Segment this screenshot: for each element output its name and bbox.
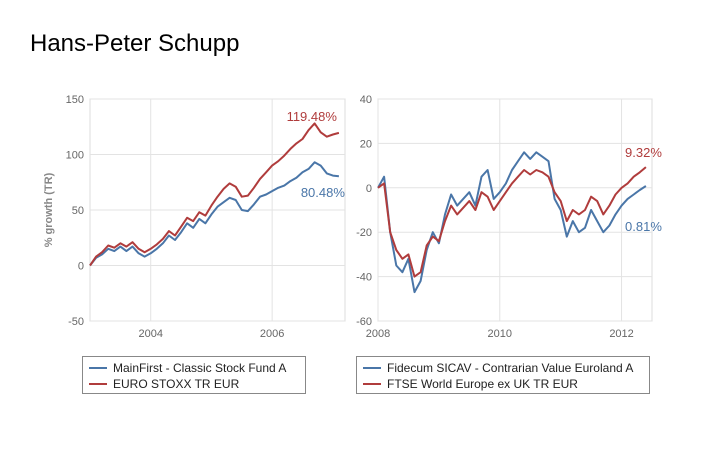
x-tick-label: 2008: [366, 328, 390, 340]
x-tick-label: 2012: [609, 328, 633, 340]
legend-label: Fidecum SICAV - Contrarian Value Eurolan…: [387, 361, 634, 375]
page-title: Hans-Peter Schupp: [30, 30, 240, 57]
legend-item-ftse[interactable]: FTSE World Europe ex UK TR EUR: [363, 376, 643, 392]
y-tick-label: 0: [366, 183, 372, 195]
y-tick-label: -20: [356, 227, 372, 239]
y-tick-label: 40: [360, 94, 372, 106]
x-tick-label: 2004: [138, 328, 162, 340]
legend-item-eurostoxx[interactable]: EURO STOXX TR EUR: [89, 376, 299, 392]
y-tick-label: 150: [66, 94, 84, 106]
series-line-red[interactable]: [377, 166, 647, 278]
y-tick-label: 20: [360, 138, 372, 150]
chart-fidecum-vs-ftse: -60 -40 -20 0 20 40 2008 2010 2012 0.81% 9.32%: [356, 94, 662, 340]
end-value-label: 119.48%: [287, 109, 338, 124]
series-line-red[interactable]: [89, 122, 340, 267]
legend-label: EURO STOXX TR EUR: [113, 377, 240, 391]
end-value-label: 80.48%: [301, 185, 346, 200]
y-tick-label: -40: [356, 272, 372, 284]
legend-swatch-blue: [363, 367, 381, 369]
legend-swatch-red: [89, 383, 107, 385]
end-value-label: 9.32%: [625, 145, 662, 160]
series-line-blue[interactable]: [89, 161, 339, 267]
legend-swatch-red: [363, 383, 381, 385]
legend-label: FTSE World Europe ex UK TR EUR: [387, 377, 578, 391]
legend-item-fidecum[interactable]: Fidecum SICAV - Contrarian Value Eurolan…: [363, 360, 643, 376]
y-tick-label: 50: [72, 205, 84, 217]
plot-area: [377, 98, 653, 322]
legend-swatch-blue: [89, 367, 107, 369]
x-tick-label: 2006: [260, 328, 284, 340]
series-line-blue[interactable]: [377, 151, 647, 294]
x-tick-label: 2010: [488, 328, 512, 340]
y-tick-label: 100: [66, 150, 84, 162]
legend-item-mainfirst[interactable]: MainFirst - Classic Stock Fund A: [89, 360, 299, 376]
y-tick-label: 0: [78, 261, 84, 273]
y-axis-title: % growth (TR): [43, 172, 55, 247]
legend-right: Fidecum SICAV - Contrarian Value Eurolan…: [356, 356, 650, 394]
legend-left: MainFirst - Classic Stock Fund A EURO ST…: [82, 356, 306, 394]
legend-label: MainFirst - Classic Stock Fund A: [113, 361, 287, 375]
chart-mainfirst-vs-eurostoxx: -50 0 50 100 150 2004 2006 % growth (TR) 80.48% 1…: [43, 94, 346, 340]
end-value-label: 0.81%: [625, 219, 662, 234]
y-tick-label: -60: [356, 316, 372, 328]
y-tick-label: -50: [68, 316, 84, 328]
